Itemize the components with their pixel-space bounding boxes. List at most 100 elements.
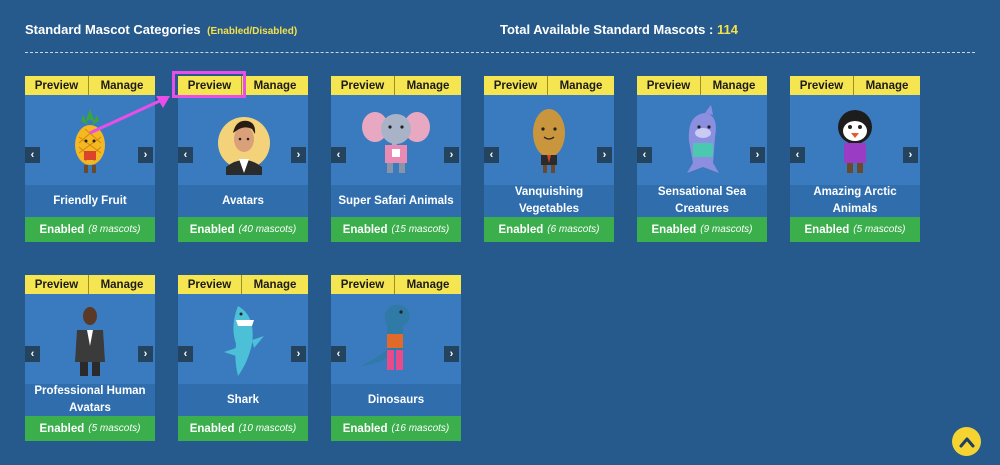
next-arrow-button[interactable]: ›: [750, 147, 765, 163]
status-badge[interactable]: Enabled (8 mascots): [25, 217, 155, 242]
status-badge[interactable]: Enabled (5 mascots): [790, 217, 920, 242]
mascot-count: (16 mascots): [391, 423, 450, 434]
mascot-card: Preview Manage ‹ › Dinosaurs Enabled (16…: [331, 275, 461, 442]
status-badge[interactable]: Enabled (6 mascots): [484, 217, 614, 242]
next-arrow-button[interactable]: ›: [597, 147, 612, 163]
preview-button[interactable]: Preview: [25, 275, 89, 294]
next-arrow-button[interactable]: ›: [291, 147, 306, 163]
header-divider: [25, 52, 975, 53]
prev-arrow-button[interactable]: ‹: [790, 147, 805, 163]
manage-button[interactable]: Manage: [395, 275, 461, 294]
mascot-count: (8 mascots): [88, 224, 141, 235]
shark-mascot: [224, 306, 264, 376]
preview-button[interactable]: Preview: [790, 76, 854, 95]
manage-button[interactable]: Manage: [701, 76, 767, 95]
prev-arrow-button[interactable]: ‹: [25, 346, 40, 362]
mascot-count: (6 mascots): [547, 224, 600, 235]
prev-arrow-button[interactable]: ‹: [637, 147, 652, 163]
status-label: Enabled: [342, 422, 388, 435]
next-arrow-button[interactable]: ›: [138, 346, 153, 362]
preview-button[interactable]: Preview: [178, 275, 242, 294]
prev-arrow-button[interactable]: ‹: [178, 147, 193, 163]
category-name: Friendly Fruit: [25, 185, 155, 217]
next-arrow-button[interactable]: ›: [444, 346, 459, 362]
potato-mascot: [533, 109, 565, 173]
card-toolbar: Preview Manage: [790, 76, 920, 95]
prev-arrow-button[interactable]: ‹: [331, 346, 346, 362]
preview-button[interactable]: Preview: [484, 76, 548, 95]
total-mascots-count: 114: [716, 22, 738, 37]
mascot-count: (9 mascots): [700, 224, 753, 235]
avatar-mascot: [218, 117, 270, 175]
mascot-card: Preview Manage ‹ › Professional Human Av…: [25, 275, 155, 442]
manage-button[interactable]: Manage: [89, 275, 155, 294]
preview-button[interactable]: Preview: [331, 275, 395, 294]
scroll-to-top-button[interactable]: [952, 427, 981, 456]
category-name: Vanquishing Vegetables: [484, 185, 614, 217]
status-badge[interactable]: Enabled (5 mascots): [25, 416, 155, 441]
card-toolbar: Preview Manage: [331, 76, 461, 95]
category-name: Professional Human Avatars: [25, 384, 155, 416]
mascot-count: (15 mascots): [391, 224, 450, 235]
mascot-card: Preview Manage ‹ › Friendly Fruit Enable…: [25, 76, 155, 243]
dinosaur-mascot: [361, 304, 410, 370]
manage-button[interactable]: Manage: [854, 76, 920, 95]
mascot-card: Preview Manage ‹ › Amazing Arctic Animal…: [790, 76, 920, 243]
mascot-card: Preview Manage ‹ › Sensational Sea Creat…: [637, 76, 767, 243]
status-label: Enabled: [189, 422, 235, 435]
prev-arrow-button[interactable]: ‹: [25, 147, 40, 163]
mascot-preview-area: ‹ ›: [178, 95, 308, 185]
status-label: Enabled: [39, 422, 85, 435]
card-toolbar: Preview Manage: [484, 76, 614, 95]
card-toolbar: Preview Manage: [637, 76, 767, 95]
manage-button[interactable]: Manage: [89, 76, 155, 95]
categories-title: Standard Mascot Categories: [25, 22, 201, 37]
elephant-mascot: [362, 112, 430, 173]
manage-button[interactable]: Manage: [395, 76, 461, 95]
manage-button[interactable]: Manage: [242, 275, 308, 294]
status-label: Enabled: [804, 223, 850, 236]
status-badge[interactable]: Enabled (15 mascots): [331, 217, 461, 242]
prev-arrow-button[interactable]: ‹: [484, 147, 499, 163]
mascot-card: Preview Manage ‹ › Shark Enabled (10 mas…: [178, 275, 308, 442]
next-arrow-button[interactable]: ›: [291, 346, 306, 362]
prev-arrow-button[interactable]: ‹: [331, 147, 346, 163]
preview-button[interactable]: Preview: [178, 76, 242, 95]
next-arrow-button[interactable]: ›: [903, 147, 918, 163]
mascot-preview-area: ‹ ›: [637, 95, 767, 185]
status-badge[interactable]: Enabled (10 mascots): [178, 416, 308, 441]
preview-button[interactable]: Preview: [331, 76, 395, 95]
manage-button[interactable]: Manage: [548, 76, 614, 95]
categories-heading: Standard Mascot Categories (Enabled/Disa…: [25, 22, 297, 37]
status-label: Enabled: [498, 223, 544, 236]
next-arrow-button[interactable]: ›: [138, 147, 153, 163]
mascot-count: (5 mascots): [88, 423, 141, 434]
category-name: Super Safari Animals: [331, 185, 461, 217]
prev-arrow-button[interactable]: ‹: [178, 346, 193, 362]
manage-button[interactable]: Manage: [242, 76, 308, 95]
preview-button[interactable]: Preview: [637, 76, 701, 95]
next-arrow-button[interactable]: ›: [444, 147, 459, 163]
page-header: Standard Mascot Categories (Enabled/Disa…: [25, 22, 975, 42]
mascot-count: (40 mascots): [238, 224, 297, 235]
status-badge[interactable]: Enabled (9 mascots): [637, 217, 767, 242]
status-label: Enabled: [189, 223, 235, 236]
businessman-mascot: [75, 307, 105, 376]
card-toolbar: Preview Manage: [25, 275, 155, 294]
mascot-preview-area: ‹ ›: [25, 294, 155, 384]
category-name: Sensational Sea Creatures: [637, 185, 767, 217]
categories-subtitle: (Enabled/Disabled): [207, 26, 298, 37]
category-name: Shark: [178, 384, 308, 416]
mascot-card: Preview Manage ‹ › Avatars Enabled (40 m…: [178, 76, 308, 243]
status-badge[interactable]: Enabled (40 mascots): [178, 217, 308, 242]
category-name: Dinosaurs: [331, 384, 461, 416]
penguin-mascot: [838, 110, 872, 173]
status-badge[interactable]: Enabled (16 mascots): [331, 416, 461, 441]
status-label: Enabled: [651, 223, 697, 236]
mascot-card: Preview Manage ‹ › Vanquishing Vegetable…: [484, 76, 614, 243]
preview-button[interactable]: Preview: [25, 76, 89, 95]
mascot-preview-area: ‹ ›: [25, 95, 155, 185]
total-mascots-label: Total Available Standard Mascots :: [500, 22, 714, 37]
category-name: Amazing Arctic Animals: [790, 185, 920, 217]
status-label: Enabled: [39, 223, 85, 236]
